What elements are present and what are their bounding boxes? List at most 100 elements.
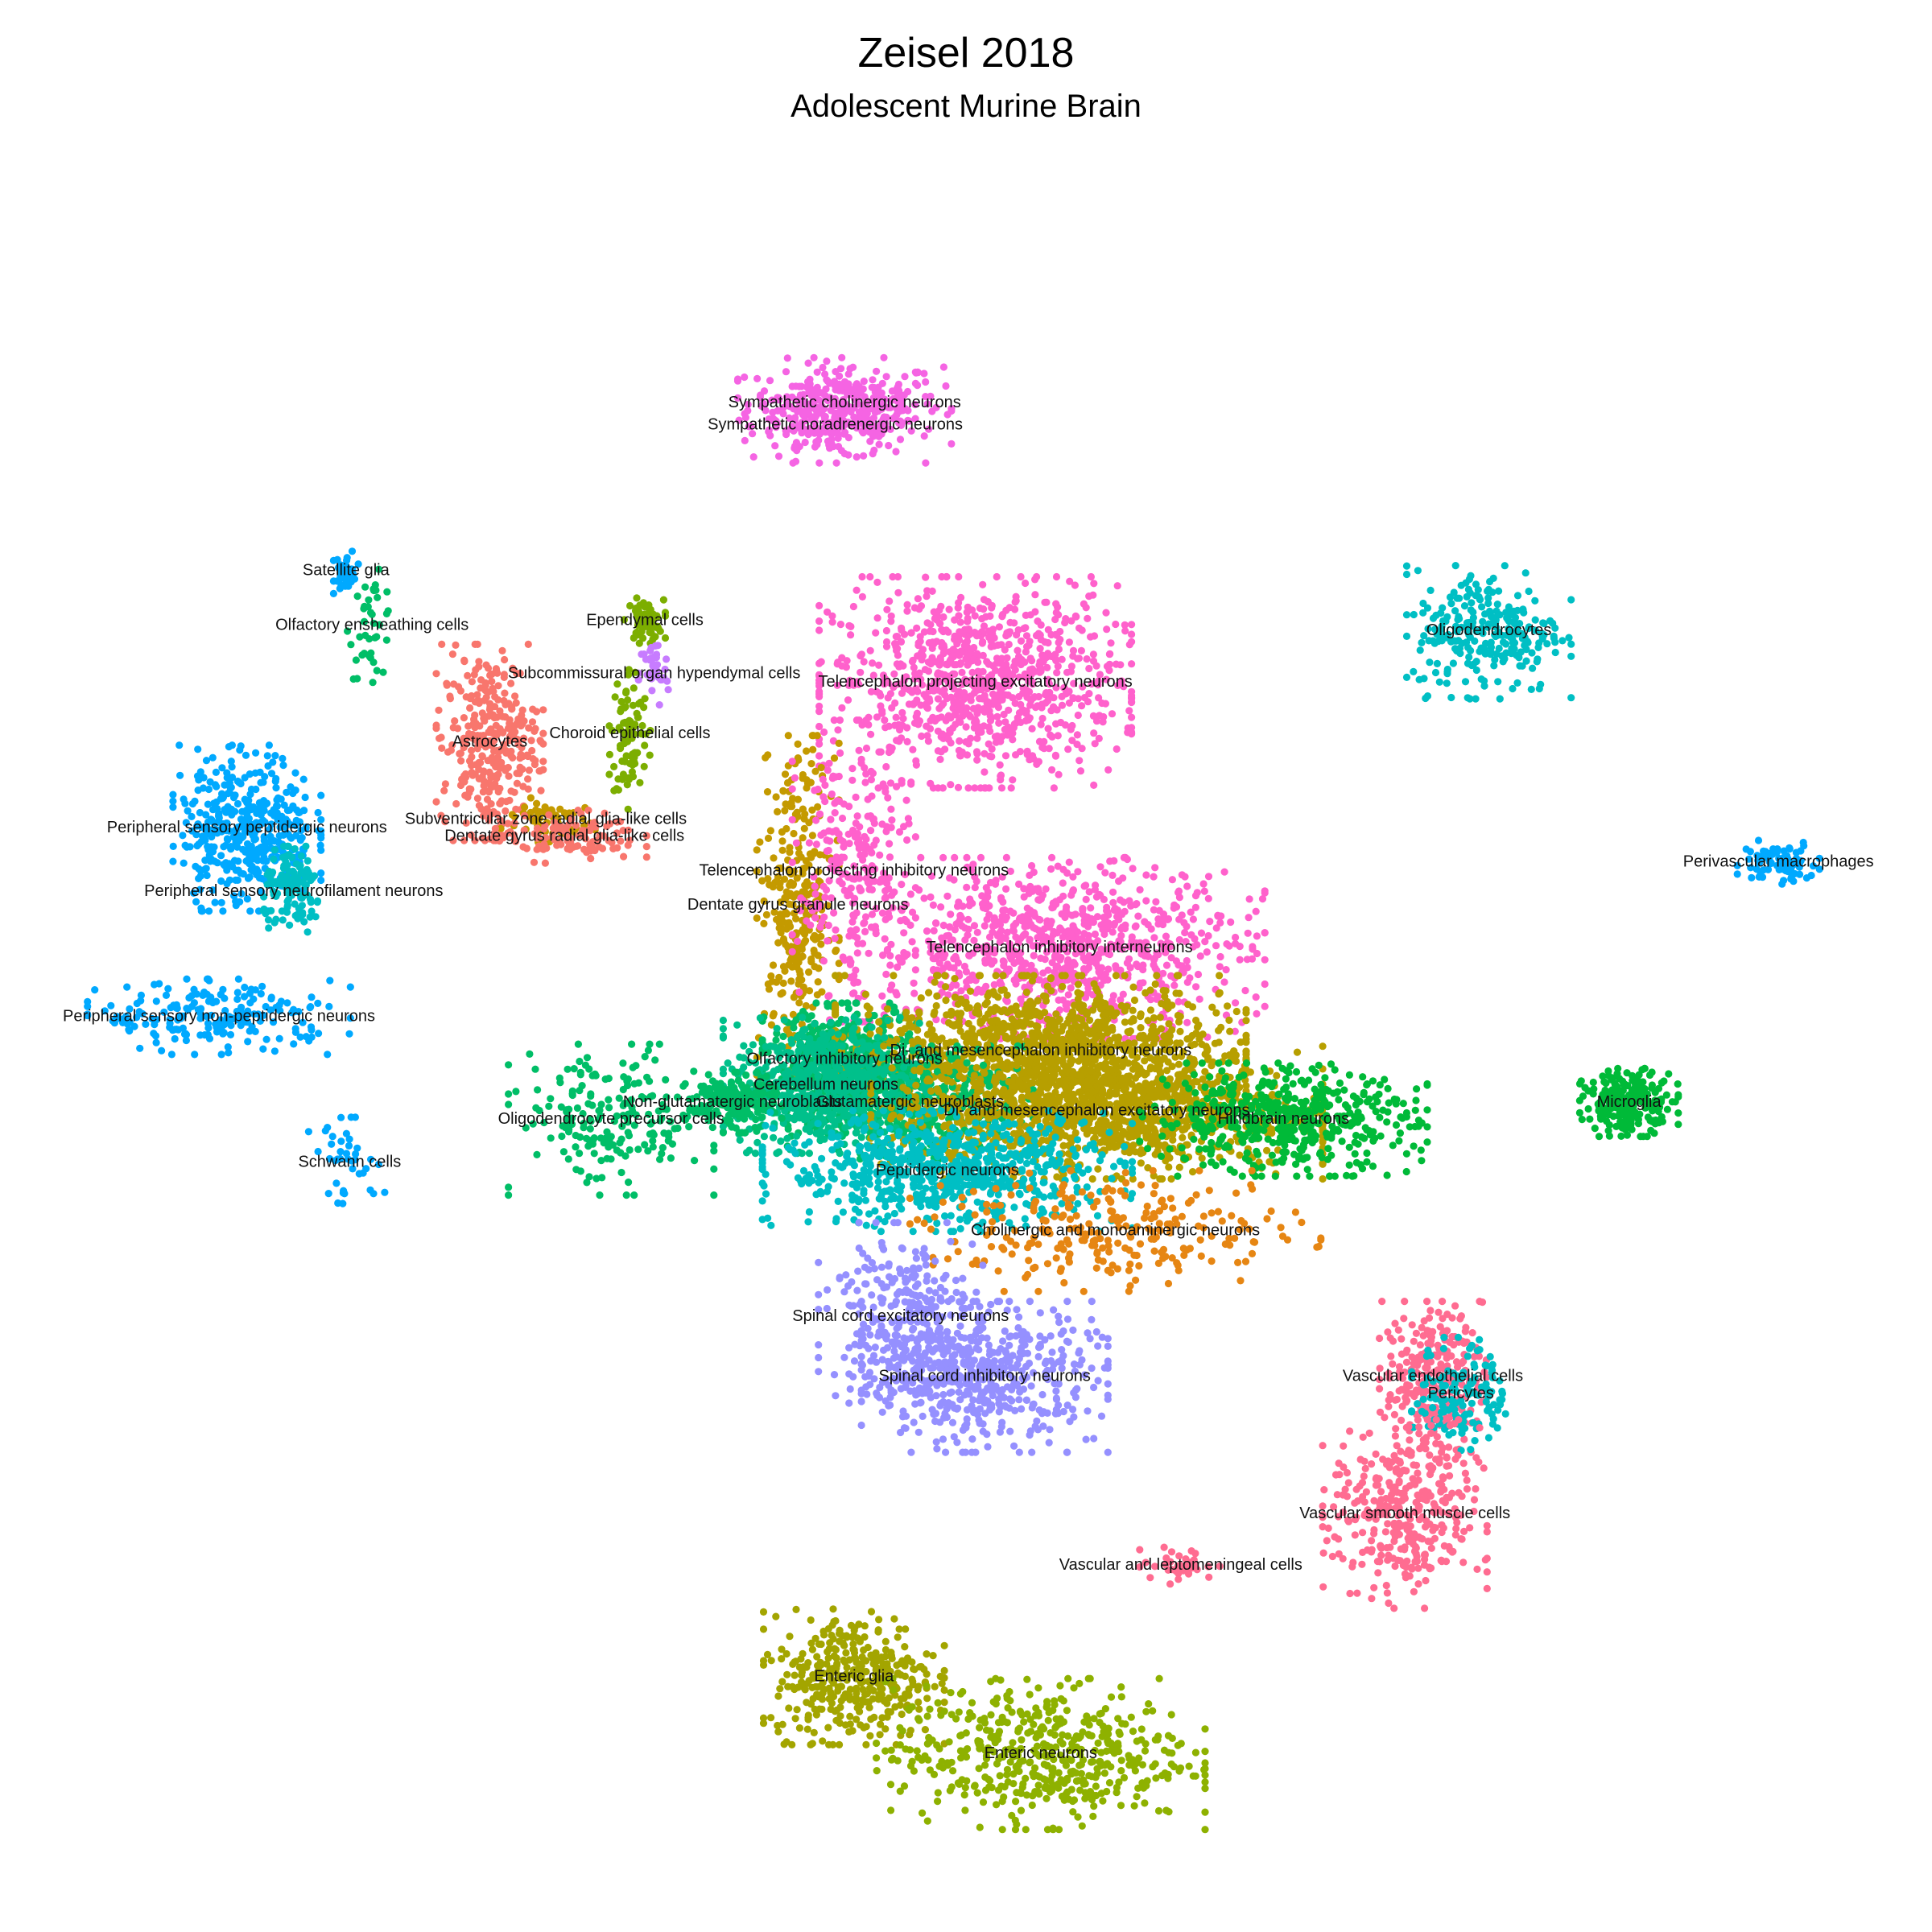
data-point [475, 758, 483, 767]
data-point [1073, 731, 1081, 739]
data-point [940, 686, 948, 694]
data-point [922, 378, 930, 386]
data-point [939, 642, 947, 650]
data-point [733, 394, 742, 402]
data-point [896, 726, 904, 734]
data-point [1105, 650, 1113, 658]
data-point [939, 363, 947, 371]
data-point [369, 619, 378, 627]
data-point [291, 844, 299, 853]
data-point [882, 373, 890, 381]
data-point [1487, 638, 1495, 646]
data-point [873, 578, 881, 587]
data-point [158, 1046, 166, 1055]
data-point [963, 978, 971, 986]
data-point [505, 724, 513, 733]
data-point [956, 660, 964, 668]
data-point [201, 857, 209, 865]
data-point [1118, 910, 1126, 919]
data-point [271, 752, 279, 760]
data-point [1102, 609, 1110, 617]
data-point [169, 803, 177, 811]
data-point [866, 437, 874, 445]
data-point [934, 714, 942, 722]
data-point [923, 400, 931, 408]
data-point [303, 865, 311, 873]
data-point [847, 884, 855, 892]
data-point [624, 696, 632, 704]
data-point [1052, 600, 1060, 608]
data-point [1108, 928, 1117, 936]
data-point [1193, 941, 1201, 949]
data-point [1090, 781, 1098, 790]
data-point [513, 770, 521, 778]
data-point [908, 658, 916, 666]
data-point [1521, 642, 1529, 650]
data-point [792, 396, 800, 404]
data-point [259, 857, 267, 865]
data-point [815, 659, 824, 667]
data-point [372, 586, 380, 594]
data-point [361, 631, 369, 640]
data-point [1172, 903, 1181, 911]
data-point [500, 671, 509, 679]
data-point [192, 862, 200, 870]
data-point [769, 961, 778, 969]
data-point [1567, 640, 1575, 648]
data-point [1469, 660, 1477, 668]
data-point [815, 601, 824, 610]
data-point [1109, 888, 1117, 896]
data-point [881, 935, 889, 943]
data-point [1078, 745, 1086, 753]
data-point [444, 748, 452, 756]
data-point [438, 640, 446, 649]
data-point [631, 607, 640, 615]
data-point [831, 935, 839, 943]
data-point [915, 886, 923, 894]
data-point [885, 441, 893, 450]
data-point [818, 918, 826, 926]
data-point [957, 987, 965, 995]
data-point [758, 1036, 766, 1044]
data-point [308, 1033, 316, 1041]
data-point [1443, 679, 1451, 687]
data-point [1023, 750, 1031, 758]
data-point [855, 746, 863, 754]
data-point [1155, 906, 1163, 914]
data-point [911, 966, 919, 974]
data-point [903, 601, 911, 609]
data-point [634, 676, 642, 684]
data-point [801, 408, 809, 416]
data-point [980, 749, 989, 758]
data-point [766, 431, 774, 440]
data-point [227, 758, 235, 766]
data-point [1009, 736, 1017, 744]
data-point [1567, 652, 1575, 660]
data-point [224, 836, 232, 844]
data-point [844, 434, 852, 442]
data-point [1493, 601, 1501, 609]
data-point [801, 427, 809, 436]
data-point [840, 449, 848, 458]
data-point [212, 768, 220, 777]
data-point [924, 667, 933, 675]
data-point [199, 991, 207, 999]
data-point [840, 402, 848, 410]
data-point [766, 827, 775, 835]
data-point [1003, 928, 1011, 936]
data-point [1534, 655, 1542, 663]
data-point [878, 992, 886, 1000]
data-point [1106, 857, 1114, 865]
data-point [231, 807, 239, 815]
data-point [210, 857, 219, 865]
data-point [308, 907, 316, 915]
data-point [927, 716, 935, 724]
data-point [886, 403, 894, 411]
data-point [811, 786, 819, 795]
data-point [786, 956, 795, 964]
data-point [792, 839, 801, 847]
data-point [909, 745, 917, 753]
data-point [1121, 627, 1129, 635]
data-point [1449, 659, 1457, 667]
